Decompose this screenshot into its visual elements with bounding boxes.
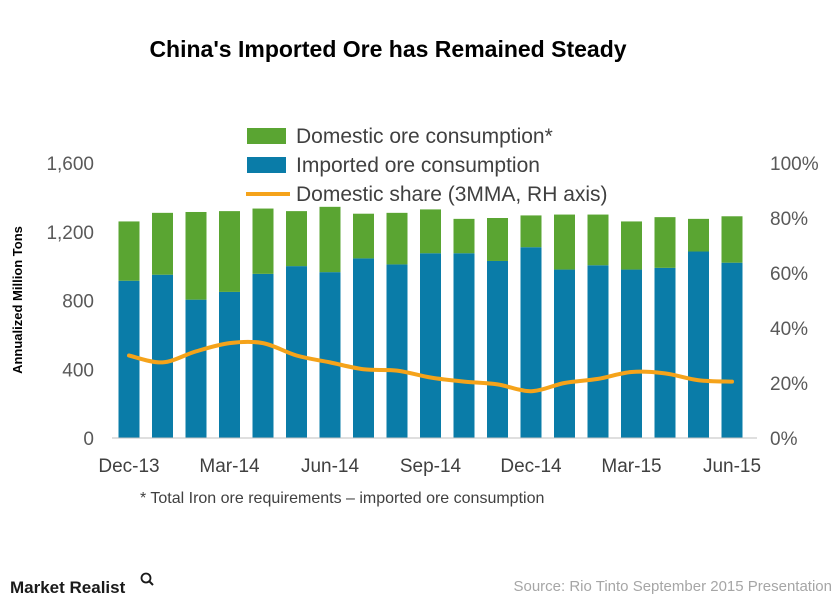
domestic-bar: [152, 212, 173, 275]
y-tick-label: 1,200: [46, 223, 94, 244]
domestic-bar: [554, 214, 575, 270]
domestic-bar: [420, 209, 441, 254]
footnote: * Total Iron ore requirements – imported…: [140, 490, 544, 507]
imported-bar: [319, 272, 341, 438]
imported-bar: [621, 269, 642, 438]
imported-bar: [721, 262, 743, 438]
domestic-bar: [386, 212, 408, 265]
domestic-bar: [252, 208, 274, 274]
legend: Domestic ore consumption* Imported ore co…: [246, 125, 608, 206]
legend-label: Imported ore consumption: [296, 154, 540, 177]
imported-bar: [386, 264, 408, 438]
domestic-bar: [185, 211, 207, 300]
y2-tick-label: 80%: [770, 209, 808, 230]
legend-label: Domestic ore consumption*: [296, 125, 553, 148]
domestic-bar: [621, 221, 642, 270]
imported-bar: [420, 253, 441, 438]
imported-bar: [688, 251, 709, 438]
legend-swatch: [247, 157, 286, 173]
imported-bar: [554, 269, 575, 438]
y-tick-label: 400: [62, 360, 94, 381]
y-tick-label: 800: [62, 292, 94, 313]
magnifier-icon: [140, 572, 154, 586]
x-axis: Dec-13 Mar-14 Jun-14 Sep-14 Dec-14 Mar-15 Jun-…: [98, 456, 761, 477]
imported-bar: [520, 247, 542, 438]
y-axis-label: Annualized Million Tons: [10, 226, 25, 374]
imported-bar: [252, 273, 274, 438]
x-tick-label: Jun-15: [703, 456, 761, 477]
y-axis-right: 0% 20% 40% 60% 80% 100%: [770, 154, 819, 450]
imported-bar: [587, 265, 609, 438]
bars: [118, 206, 743, 438]
domestic-bar: [353, 213, 374, 259]
imported-bar: [453, 253, 475, 438]
x-tick-label: Dec-13: [98, 456, 159, 477]
imported-bar: [487, 260, 508, 438]
y2-tick-label: 60%: [770, 264, 808, 285]
y-tick-label: 1,600: [46, 154, 94, 175]
imported-bar: [152, 274, 173, 438]
y2-tick-label: 40%: [770, 319, 808, 340]
y-axis-left: 0 400 800 1,200 1,600: [46, 154, 94, 450]
domestic-bar: [487, 218, 508, 261]
domestic-bar: [286, 211, 307, 267]
domestic-bar: [453, 218, 475, 254]
domestic-bar: [520, 215, 542, 248]
x-tick-label: Mar-14: [199, 456, 260, 477]
imported-bar: [353, 258, 374, 438]
imported-bar: [185, 299, 207, 438]
domestic-bar: [219, 211, 240, 292]
y2-tick-label: 0%: [770, 429, 798, 450]
y-tick-label: 0: [83, 429, 94, 450]
domestic-bar: [721, 216, 743, 263]
brand-name: Market Realist: [10, 578, 126, 597]
imported-bar: [286, 266, 307, 438]
imported-bar: [654, 267, 676, 438]
imported-bar: [219, 291, 240, 438]
chart-title: China's Imported Ore has Remained Steady: [149, 36, 626, 62]
imported-bar: [118, 280, 140, 438]
domestic-share-line: [127, 339, 734, 394]
domestic-bar: [587, 214, 609, 266]
x-tick-label: Dec-14: [500, 456, 562, 477]
brand-logo: Market Realist: [10, 572, 154, 597]
domestic-bar: [688, 218, 709, 252]
domestic-bar: [319, 206, 341, 273]
legend-swatch: [247, 128, 286, 144]
x-tick-label: Mar-15: [601, 456, 661, 477]
x-tick-label: Jun-14: [301, 456, 360, 477]
y2-tick-label: 100%: [770, 154, 819, 175]
y2-tick-label: 20%: [770, 374, 808, 395]
domestic-bar: [654, 217, 676, 268]
domestic-bar: [118, 221, 140, 281]
source-note: Source: Rio Tinto September 2015 Present…: [513, 578, 832, 595]
x-tick-label: Sep-14: [400, 456, 462, 477]
legend-label: Domestic share (3MMA, RH axis): [296, 183, 608, 206]
